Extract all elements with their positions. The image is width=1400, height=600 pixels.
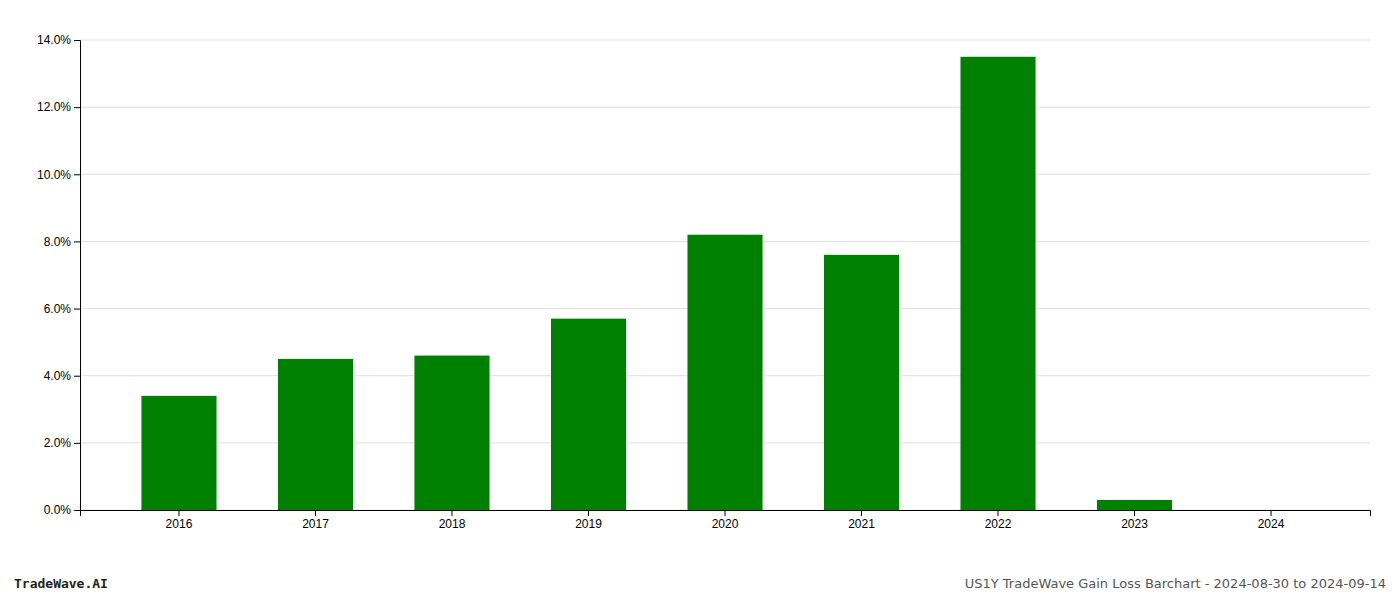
x-tick-mark: [588, 510, 589, 516]
bar: [687, 235, 762, 510]
footer: TradeWave.AI US1Y TradeWave Gain Loss Bar…: [14, 576, 1386, 591]
bar: [551, 319, 626, 510]
y-tick: 0.0%: [44, 503, 80, 517]
x-tick-mark: [1134, 510, 1135, 516]
x-tick-label: 2022: [985, 517, 1012, 531]
y-tick: 10.0%: [37, 168, 80, 182]
x-tick-mark: [178, 510, 179, 516]
footer-right: US1Y TradeWave Gain Loss Barchart - 2024…: [965, 576, 1386, 591]
y-tick: 14.0%: [37, 33, 80, 47]
x-tick-label: 2021: [848, 517, 875, 531]
x-tick: 2017: [302, 510, 329, 531]
bar: [1097, 500, 1172, 510]
bar: [824, 255, 899, 510]
y-tick: 2.0%: [44, 436, 80, 450]
x-tick-label: 2023: [1121, 517, 1148, 531]
x-tick: 2016: [166, 510, 193, 531]
x-tick-mark: [451, 510, 452, 516]
x-tick-label: 2020: [712, 517, 739, 531]
x-tick-mark: [725, 510, 726, 516]
y-tick-mark: [74, 174, 80, 175]
x-tick: 2024: [1258, 510, 1285, 531]
x-tick-mark: [861, 510, 862, 516]
y-tick-label: 8.0%: [44, 235, 72, 249]
x-tick-label: 2016: [166, 517, 193, 531]
y-tick-label: 12.0%: [37, 100, 71, 114]
y-tick-label: 14.0%: [37, 33, 71, 47]
bar: [141, 396, 216, 510]
x-tick: 2023: [1121, 510, 1148, 531]
plot-area: 0.0%2.0%4.0%6.0%8.0%10.0%12.0%14.0%20162…: [37, 33, 1371, 530]
y-tick: 12.0%: [37, 100, 80, 114]
bars: [141, 57, 1172, 510]
x-tick: 2020: [712, 510, 739, 531]
x-tick: 2018: [439, 510, 466, 531]
footer-left: TradeWave.AI: [14, 576, 108, 591]
x-axis: 2016 2017 2018 2019 2020 2021 2022 2023 2024: [81, 510, 1371, 531]
y-tick-mark: [74, 376, 80, 377]
y-tick-mark: [74, 309, 80, 310]
y-tick-label: 0.0%: [44, 503, 72, 517]
y-tick-label: 6.0%: [44, 302, 72, 316]
y-axis: 0.0% 2.0% 4.0% 6.0% 8.0% 10.0% 12.0% 14.0%: [37, 33, 81, 517]
x-tick: 2019: [575, 510, 602, 531]
x-tick: 2022: [985, 510, 1012, 531]
y-tick-mark: [74, 107, 80, 108]
chart-container: 0.0%2.0%4.0%6.0%8.0%10.0%12.0%14.0%20162…: [0, 0, 1400, 600]
y-tick: 8.0%: [44, 235, 80, 249]
grid-line: [80, 107, 1370, 108]
y-tick-mark: [74, 40, 80, 41]
bar: [960, 57, 1035, 510]
x-tick-label: 2017: [302, 517, 329, 531]
y-axis-line: [74, 41, 81, 511]
x-tick-mark: [315, 510, 316, 516]
x-axis-line: [81, 511, 1371, 517]
bar: [1233, 510, 1308, 511]
bar: [414, 356, 489, 510]
x-tick-label: 2018: [439, 517, 466, 531]
y-tick-label: 2.0%: [44, 436, 72, 450]
y-tick-label: 10.0%: [37, 168, 71, 182]
x-tick-label: 2019: [575, 517, 602, 531]
grid-line: [80, 40, 1370, 41]
grid: [80, 40, 1370, 510]
x-tick-mark: [998, 510, 999, 516]
x-tick: 2021: [848, 510, 875, 531]
y-tick-mark: [74, 241, 80, 242]
y-tick-mark: [74, 443, 80, 444]
x-tick-mark: [1271, 510, 1272, 516]
chart-svg: 0.0%2.0%4.0%6.0%8.0%10.0%12.0%14.0%20162…: [0, 0, 1400, 600]
y-tick: 4.0%: [44, 369, 80, 383]
grid-line: [80, 174, 1370, 175]
y-tick-label: 4.0%: [44, 369, 72, 383]
bar: [278, 359, 353, 510]
x-tick-label: 2024: [1258, 517, 1285, 531]
y-tick-mark: [74, 510, 80, 511]
y-tick: 6.0%: [44, 302, 80, 316]
